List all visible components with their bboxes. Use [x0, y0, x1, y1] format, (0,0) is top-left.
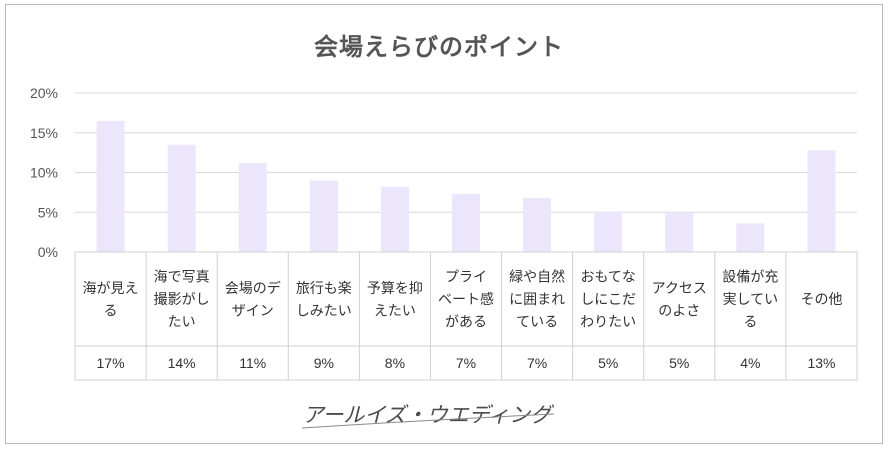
bar	[309, 180, 338, 252]
data-label: 7%	[527, 355, 547, 371]
data-label: 17%	[97, 355, 125, 371]
y-tick-label: 10%	[30, 165, 58, 181]
category-label: ベート感	[438, 291, 494, 308]
data-label: 7%	[456, 355, 476, 371]
category-label: たい	[168, 315, 196, 331]
category-label: のよさ	[658, 303, 700, 319]
category-label: 海で写真	[154, 270, 210, 286]
category-label: しみたい	[296, 303, 352, 319]
category-label: に囲まれ	[509, 292, 565, 308]
bar	[380, 186, 409, 252]
category-label: その他	[800, 292, 842, 308]
category-label: ザイン	[232, 303, 274, 319]
bar	[594, 211, 623, 252]
category-label: おもてな	[580, 270, 635, 286]
category-label: がある	[445, 315, 487, 331]
data-label: 13%	[807, 355, 835, 371]
bar	[665, 212, 694, 252]
data-label: 9%	[314, 355, 334, 371]
category-label: プライ	[445, 270, 487, 286]
category-label: 海が見え	[83, 281, 139, 297]
category-label: 会場のデ	[225, 280, 281, 297]
data-label: 14%	[168, 355, 196, 371]
category-label: 緑や自然	[509, 269, 565, 286]
bar	[523, 197, 552, 252]
y-tick-label: 5%	[38, 204, 58, 220]
data-label: 11%	[239, 355, 266, 371]
category-label: 予算を抑	[367, 281, 423, 297]
bar	[452, 193, 480, 252]
category-label: る	[743, 315, 757, 331]
brand-logo-text: アールイズ・ウエディング	[303, 403, 555, 427]
bar	[807, 150, 836, 252]
category-label: アクセス	[652, 281, 707, 297]
logo-swash	[301, 413, 555, 429]
category-label: わりたい	[580, 315, 636, 331]
category-label: しにこだ	[580, 292, 636, 308]
category-label: 旅行も楽	[296, 281, 352, 297]
bar	[736, 223, 765, 252]
data-label: 4%	[740, 355, 760, 371]
brand-logo: アールイズ・ウエディング	[301, 403, 555, 429]
category-label: 撮影がし	[154, 291, 210, 308]
bar	[96, 120, 125, 252]
y-tick-label: 20%	[30, 85, 58, 101]
bar	[167, 144, 196, 252]
data-label: 5%	[669, 355, 689, 371]
category-label: る	[104, 303, 118, 319]
category-label: 実してい	[723, 292, 779, 308]
chart-title: 会場えらびのポイント	[314, 33, 564, 61]
data-label: 8%	[385, 355, 405, 371]
category-label: えたい	[374, 303, 416, 319]
data-label: 5%	[598, 355, 618, 371]
category-label: 設備が充	[722, 270, 778, 286]
category-label: ている	[516, 315, 558, 331]
bar	[238, 162, 267, 252]
y-tick-label: 0%	[38, 244, 58, 260]
y-tick-label: 15%	[30, 125, 58, 141]
